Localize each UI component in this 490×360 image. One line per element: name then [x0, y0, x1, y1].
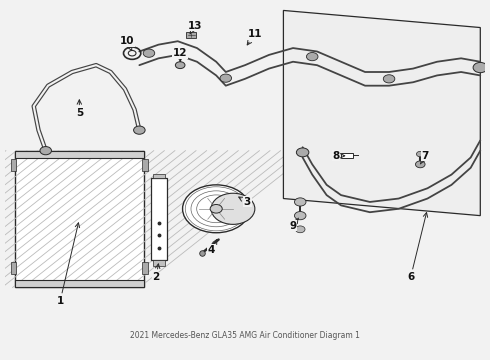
Polygon shape — [283, 10, 480, 216]
Bar — [11, 159, 17, 171]
Bar — [341, 153, 353, 158]
Bar — [142, 159, 148, 171]
Text: 11: 11 — [247, 30, 262, 45]
Text: 8: 8 — [333, 151, 345, 161]
Circle shape — [211, 193, 255, 224]
Bar — [15, 150, 144, 158]
Text: 10: 10 — [120, 36, 135, 50]
Circle shape — [134, 126, 145, 134]
Bar — [15, 151, 144, 287]
Text: 13: 13 — [187, 21, 202, 34]
Circle shape — [40, 147, 51, 155]
Text: 12: 12 — [173, 48, 187, 62]
Bar — [151, 178, 167, 260]
Circle shape — [175, 62, 185, 69]
Text: 2: 2 — [152, 264, 160, 282]
Bar — [11, 262, 17, 274]
Bar — [15, 280, 144, 287]
Circle shape — [294, 212, 306, 220]
Bar — [142, 262, 148, 274]
Circle shape — [294, 198, 306, 206]
Circle shape — [416, 151, 424, 157]
Text: 7: 7 — [420, 151, 429, 164]
Circle shape — [143, 49, 155, 57]
Circle shape — [220, 74, 232, 82]
Circle shape — [416, 161, 425, 168]
Bar — [153, 174, 165, 178]
Circle shape — [383, 75, 395, 83]
Text: 1: 1 — [56, 223, 79, 306]
Circle shape — [210, 204, 222, 213]
Circle shape — [295, 226, 305, 233]
Bar — [186, 32, 196, 38]
Circle shape — [296, 148, 309, 157]
Circle shape — [306, 53, 318, 61]
Text: 9: 9 — [290, 218, 298, 231]
Text: 3: 3 — [239, 197, 251, 207]
Text: 6: 6 — [407, 212, 428, 282]
Text: 2021 Mercedes-Benz GLA35 AMG Air Conditioner Diagram 1: 2021 Mercedes-Benz GLA35 AMG Air Conditi… — [130, 332, 360, 341]
Bar — [153, 260, 165, 266]
Circle shape — [183, 185, 250, 233]
Text: 4: 4 — [208, 239, 217, 255]
Text: 5: 5 — [76, 100, 83, 118]
Circle shape — [473, 62, 488, 73]
